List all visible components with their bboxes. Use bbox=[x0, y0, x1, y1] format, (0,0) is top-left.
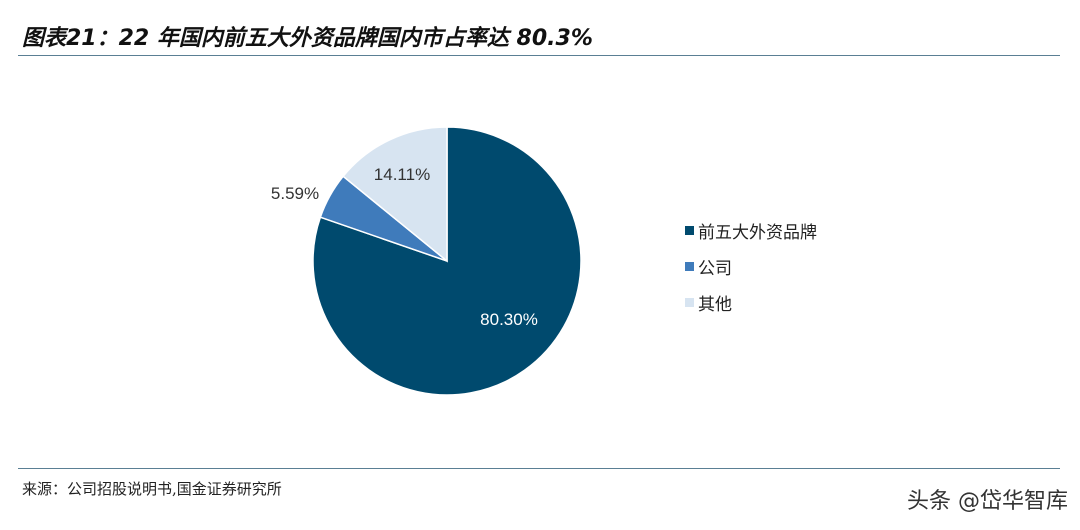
legend-item: 公司 bbox=[685, 248, 817, 284]
legend-item: 前五大外资品牌 bbox=[685, 212, 817, 248]
source-note: 来源：公司招股说明书,国金证券研究所 bbox=[22, 480, 282, 498]
bottom-divider bbox=[18, 468, 1060, 469]
legend-swatch bbox=[685, 261, 694, 271]
legend-item: 其他 bbox=[685, 284, 817, 320]
legend-label: 公司 bbox=[698, 258, 732, 279]
top-divider bbox=[18, 55, 1060, 56]
figure-title: 图表21：22 年国内前五大外资品牌国内市占率达 80.3% bbox=[22, 26, 593, 51]
legend-swatch bbox=[685, 225, 694, 235]
data-label: 80.30% bbox=[480, 310, 538, 329]
legend-label: 其他 bbox=[698, 294, 732, 315]
data-label: 14.11% bbox=[374, 165, 430, 184]
legend: 前五大外资品牌 公司 其他 bbox=[685, 212, 817, 320]
legend-label: 前五大外资品牌 bbox=[698, 222, 817, 243]
data-label: 5.59% bbox=[271, 184, 319, 203]
legend-swatch bbox=[685, 297, 694, 307]
watermark: 头条 @岱华智库 bbox=[907, 489, 1068, 514]
pie-slice bbox=[342, 126, 448, 263]
